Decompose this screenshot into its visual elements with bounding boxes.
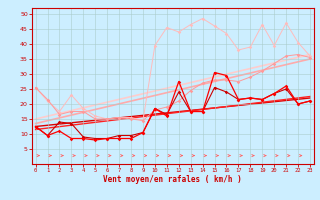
- X-axis label: Vent moyen/en rafales ( km/h ): Vent moyen/en rafales ( km/h ): [103, 175, 242, 184]
